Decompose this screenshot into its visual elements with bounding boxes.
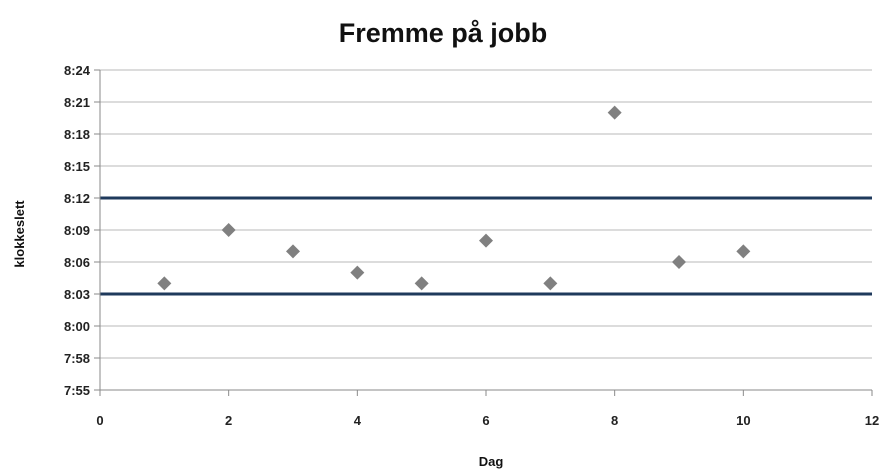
y-tick-label: 8:15: [64, 159, 90, 174]
x-tick-label: 0: [96, 413, 103, 428]
x-tick-label: 6: [482, 413, 489, 428]
y-tick-label: 8:00: [64, 319, 90, 334]
x-tick-label: 2: [225, 413, 232, 428]
data-point: [350, 265, 365, 280]
y-tick-label: 8:12: [64, 191, 90, 206]
axes: [99, 70, 873, 396]
y-tick-label: 8:24: [64, 63, 91, 78]
data-point: [286, 244, 300, 259]
chart-title: Fremme på jobb: [339, 18, 548, 48]
x-axis-label: Dag: [479, 454, 504, 469]
y-tick-label: 8:03: [64, 287, 90, 302]
x-tick-label: 4: [354, 413, 362, 428]
y-tick-labels: 7:55 7:58 8:00 8:03 8:06 8:09 8:12 8:15 8:18 8:21…: [64, 63, 91, 398]
data-point: [736, 244, 751, 259]
data-point: [479, 233, 493, 248]
x-tick-label: 10: [736, 413, 750, 428]
y-tick-label: 8:18: [64, 127, 90, 142]
y-tick-label: 7:58: [64, 351, 90, 366]
data-point: [157, 276, 172, 291]
data-point: [221, 223, 236, 237]
data-point: [414, 276, 429, 291]
reference-lines: [100, 196, 872, 296]
y-tick-label: 8:21: [64, 95, 90, 110]
y-tick-label: 8:06: [64, 255, 90, 270]
data-point: [543, 276, 558, 291]
grid-lines: [94, 69, 872, 391]
x-tick-label: 8: [611, 413, 618, 428]
x-tick-label: 12: [865, 413, 879, 428]
x-tick-labels: 0 2 4 6 8 10 12: [96, 413, 879, 428]
y-axis-label: klokkeslett: [12, 200, 27, 268]
data-point: [672, 255, 686, 269]
data-point: [607, 105, 622, 120]
y-tick-label: 8:09: [64, 223, 90, 238]
y-tick-label: 7:55: [64, 383, 90, 398]
data-points: [157, 105, 751, 291]
